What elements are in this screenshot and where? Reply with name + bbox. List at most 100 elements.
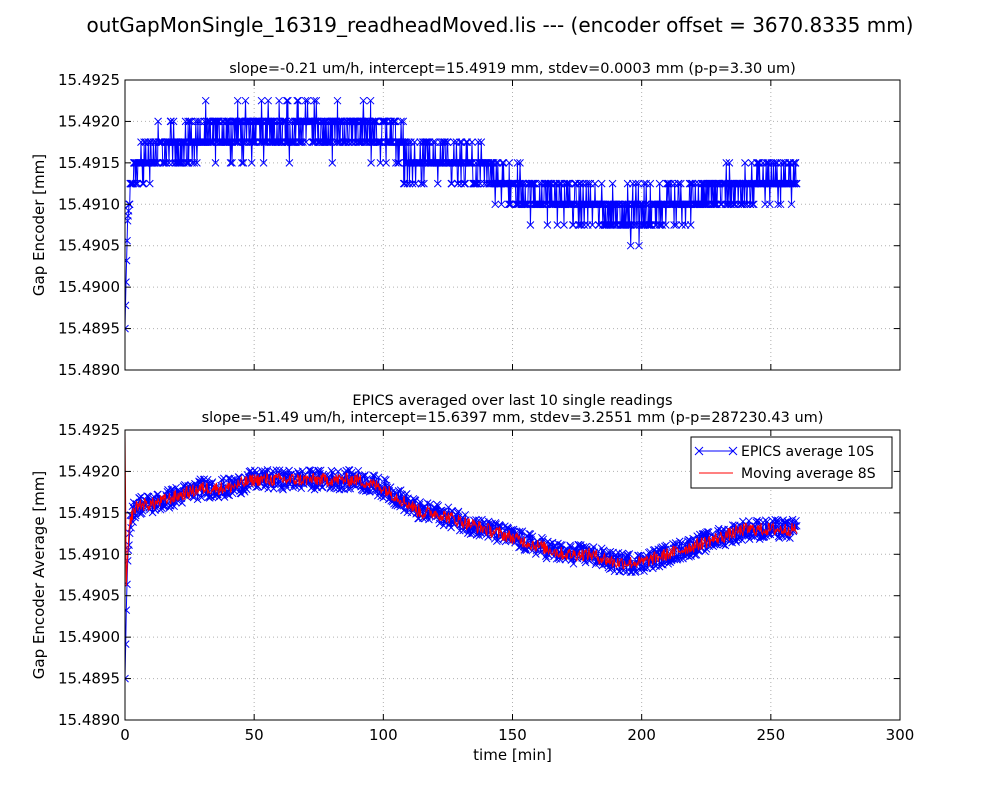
data-point-x-marker	[151, 159, 159, 167]
data-point-x-marker	[505, 200, 514, 209]
data-point-x-marker	[515, 179, 524, 188]
data-point-x-marker	[302, 138, 310, 146]
data-point-x-marker	[125, 324, 129, 333]
data-point-x-marker	[623, 550, 632, 559]
data-point-x-marker	[747, 532, 756, 540]
data-point-x-marker	[165, 504, 174, 512]
data-point-x-marker	[285, 159, 294, 167]
data-point-x-marker	[125, 640, 130, 648]
data-point-x-marker	[553, 221, 562, 229]
data-point-x-marker	[238, 159, 246, 167]
data-point-x-marker	[564, 179, 572, 188]
y-tick-label: 15.4895	[58, 320, 120, 338]
data-point-x-marker	[303, 96, 312, 105]
data-point-x-marker	[676, 179, 685, 188]
data-point-x-marker	[634, 179, 643, 188]
data-point-x-marker	[382, 159, 390, 167]
data-point-x-marker	[462, 138, 471, 146]
legend: EPICS average 10S Moving average 8S	[690, 436, 893, 489]
data-point-x-marker	[212, 117, 220, 126]
data-point-x-marker	[632, 179, 640, 188]
data-point-x-marker	[741, 159, 749, 167]
data-point-x-marker	[299, 138, 307, 146]
data-point-x-marker	[743, 200, 751, 209]
x-tick-label: 250	[757, 726, 786, 744]
data-point-x-marker	[727, 200, 736, 209]
data-point-x-marker	[376, 138, 384, 146]
data-point-x-marker	[407, 138, 415, 146]
data-point-x-marker	[226, 159, 235, 167]
data-point-x-marker	[529, 179, 537, 188]
data-point-x-marker	[473, 179, 482, 188]
data-point-x-marker	[376, 159, 385, 167]
y-tick-label: 15.4915	[58, 154, 120, 172]
data-point-x-marker	[606, 547, 615, 556]
legend-label-epics-average: EPICS average 10S	[741, 444, 874, 460]
y-tick-label: 15.4890	[58, 711, 120, 729]
data-point-x-marker	[609, 221, 618, 229]
data-point-x-marker	[249, 138, 258, 146]
data-point-x-marker	[577, 221, 586, 229]
data-point-x-marker	[165, 159, 173, 167]
top-axes-title: slope=-0.21 um/h, intercept=15.4919 mm, …	[229, 61, 796, 77]
data-point-x-marker	[361, 117, 370, 126]
data-point-x-marker	[645, 221, 654, 229]
data-point-x-marker	[563, 179, 571, 188]
figure-suptitle: outGapMonSingle_16319_readheadMoved.lis …	[87, 13, 914, 37]
y-tick-label: 15.4915	[58, 504, 120, 522]
data-point-x-marker	[274, 138, 283, 146]
data-point-x-marker	[491, 200, 500, 209]
data-point-x-marker	[530, 179, 538, 188]
data-point-x-marker	[308, 138, 317, 146]
data-point-x-marker	[665, 179, 673, 188]
data-point-x-marker	[731, 200, 739, 209]
data-point-x-marker	[722, 159, 731, 167]
bottom-axes: EPICS averaged over last 10 single readi…	[30, 393, 914, 764]
data-point-x-marker	[316, 466, 325, 475]
data-point-x-marker	[560, 221, 568, 229]
data-point-x-marker	[323, 138, 332, 146]
data-point-x-marker	[429, 138, 438, 146]
bottom-x-axis-label: time [min]	[473, 746, 552, 764]
legend-entry-moving-average: Moving average 8S	[699, 466, 876, 482]
data-point-x-marker	[749, 200, 758, 209]
data-point-x-marker	[436, 159, 444, 167]
data-point-x-marker	[513, 159, 522, 167]
data-point-x-marker	[170, 138, 179, 146]
data-point-x-marker	[401, 138, 410, 146]
data-point-x-marker	[753, 516, 761, 525]
data-point-x-marker	[641, 200, 650, 209]
data-point-x-marker	[201, 96, 210, 105]
y-tick-label: 15.4920	[58, 112, 120, 130]
data-point-x-marker	[214, 493, 223, 502]
data-point-x-marker	[635, 241, 643, 250]
data-point-x-marker	[125, 207, 133, 215]
data-point-x-marker	[588, 221, 597, 229]
data-point-x-marker	[138, 179, 147, 188]
data-point-x-marker	[447, 179, 456, 188]
data-point-x-marker	[420, 179, 428, 188]
data-point-x-marker	[684, 535, 693, 544]
data-point-x-marker	[644, 221, 653, 229]
top-y-axis-label: Gap Encoder [mm]	[30, 154, 48, 296]
data-point-x-marker	[350, 117, 359, 126]
y-tick-label: 15.4900	[58, 628, 120, 646]
data-point-x-marker	[255, 117, 264, 126]
x-tick-label: 300	[886, 726, 915, 744]
data-point-x-marker	[606, 221, 614, 229]
data-point-x-marker	[399, 179, 408, 188]
bottom-y-axis-label: Gap Encoder Average [mm]	[30, 471, 48, 680]
data-point-x-marker	[423, 138, 431, 146]
data-point-x-marker	[366, 96, 375, 105]
data-point-x-marker	[184, 159, 193, 167]
data-point-x-marker	[640, 179, 648, 188]
data-point-x-marker	[410, 138, 419, 146]
data-point-x-marker	[599, 546, 608, 555]
data-point-x-marker	[637, 221, 646, 229]
data-point-x-marker	[652, 562, 660, 570]
data-point-x-marker	[703, 527, 712, 536]
data-point-x-marker	[369, 471, 377, 480]
data-point-x-marker	[670, 221, 678, 229]
data-point-x-marker	[257, 96, 266, 105]
data-point-x-marker	[646, 179, 655, 188]
